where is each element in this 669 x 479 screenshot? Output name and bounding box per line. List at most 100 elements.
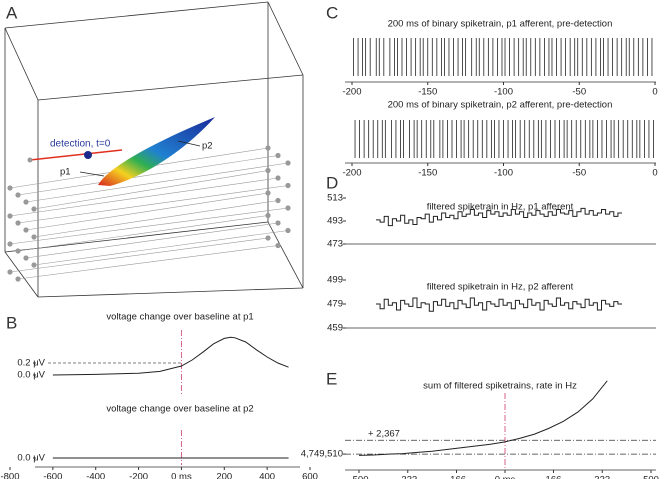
y-tick-label: 479	[327, 299, 343, 310]
x-tick-label: -333	[398, 475, 417, 479]
ray-end	[265, 235, 271, 241]
ray	[17, 245, 279, 280]
x-tick-label: -50	[572, 168, 586, 179]
ray-end	[275, 220, 281, 226]
ray-end	[265, 167, 271, 174]
x-tick-label: 0	[652, 87, 657, 98]
chart-title: voltage change over baseline at p2	[106, 404, 253, 415]
chart-title: 200 ms of binary spiketrain, p1 afferent…	[388, 19, 613, 30]
x-tick-label: -50	[572, 87, 586, 98]
ray-end	[285, 182, 291, 189]
ray-end	[265, 190, 271, 196]
p1-pointer	[79, 171, 105, 177]
ray-end	[7, 185, 13, 191]
x-tick-label: 0 ms	[495, 475, 516, 479]
x-tick-label: 400	[259, 472, 275, 479]
x-tick-label: 200	[216, 472, 232, 479]
trace	[376, 207, 622, 227]
chart-title: voltage change over baseline at p1	[106, 312, 253, 323]
ray-end	[23, 255, 29, 261]
x-tick-label: -100	[494, 87, 513, 98]
ray-end	[31, 234, 37, 240]
detection-point	[84, 151, 92, 159]
ray-end	[15, 248, 21, 254]
ray-end	[265, 212, 271, 219]
endpoint	[27, 157, 33, 163]
y-tick-label: 499	[327, 275, 343, 286]
detection-label: detection, t=0	[50, 139, 111, 150]
ray	[33, 200, 279, 238]
ray-end	[31, 262, 37, 268]
ray	[17, 155, 279, 196]
panel-label: E	[326, 369, 337, 388]
ray-end	[285, 160, 291, 166]
ray-end	[285, 205, 291, 211]
ray-end	[265, 145, 271, 151]
panel-label: C	[326, 3, 338, 22]
x-tick-label: 0 ms	[171, 472, 192, 479]
panel-label: D	[326, 173, 338, 192]
ray-end	[15, 276, 21, 282]
trace	[376, 297, 622, 312]
x-tick-label: -166	[447, 475, 466, 479]
panel-label: B	[6, 313, 17, 332]
ray-end	[23, 199, 29, 205]
ray-end	[285, 227, 291, 234]
detection-line	[29, 149, 123, 161]
ray-end	[7, 269, 13, 275]
p2-pointer	[177, 140, 201, 147]
ray	[33, 170, 269, 210]
x-tick-label: -200	[342, 87, 361, 98]
threshold-label: + 2,367	[368, 429, 400, 440]
ray	[25, 162, 289, 203]
chart-title: 200 ms of binary spiketrain, p2 afferent…	[388, 100, 613, 111]
x-tick-label: 500	[643, 475, 659, 479]
ray-end	[275, 197, 281, 204]
receptive-field	[98, 117, 215, 186]
ray	[9, 237, 269, 273]
chart-title: filtered spiketrain in Hz, p1 afferent	[427, 202, 574, 213]
x-tick-label: 333	[594, 475, 610, 479]
ray-end	[7, 213, 13, 219]
y-tick-label: 493	[327, 216, 343, 227]
x-tick-label: -200	[342, 168, 361, 179]
p1-label: p1	[60, 167, 71, 178]
trace	[52, 336, 289, 376]
x-tick-label: -100	[494, 168, 513, 179]
ray-end	[275, 175, 281, 181]
ray-end	[275, 152, 281, 159]
ray	[17, 185, 289, 224]
ray-end	[7, 241, 13, 247]
x-tick-label: -150	[418, 168, 437, 179]
x-tick-label: -400	[86, 472, 105, 479]
x-tick-label: 0	[652, 168, 657, 179]
x-tick-label: -600	[43, 472, 62, 479]
ray-end	[31, 206, 37, 212]
x-tick-label: 600	[302, 472, 318, 479]
x-tick-label: -800	[0, 472, 19, 479]
x-tick-label: -500	[349, 475, 368, 479]
ray	[33, 230, 289, 266]
ray	[17, 215, 269, 252]
y-tick-label: 0.0 μV	[17, 453, 45, 464]
p2-label: p2	[202, 141, 213, 152]
y-tick-label: 4,749,510	[301, 449, 343, 460]
ray	[25, 192, 269, 231]
chart-title: sum of filtered spiketrains, rate in Hz	[423, 381, 577, 392]
ray	[9, 207, 289, 245]
ray-end	[275, 242, 281, 249]
x-tick-label: -200	[129, 472, 148, 479]
panel-a-box	[4, 1, 304, 298]
chart-title: filtered spiketrain in Hz, p2 afferent	[427, 282, 574, 293]
ray	[25, 222, 279, 259]
trace	[358, 380, 608, 456]
ray-end	[15, 192, 21, 198]
ray-end	[15, 220, 21, 226]
x-tick-label: -150	[418, 87, 437, 98]
ray-end	[23, 227, 29, 233]
ray	[9, 177, 279, 217]
y-tick-label: 513	[327, 193, 343, 204]
y-tick-label: 473	[327, 239, 343, 250]
y-tick-label: 0.0 μV	[17, 370, 45, 381]
